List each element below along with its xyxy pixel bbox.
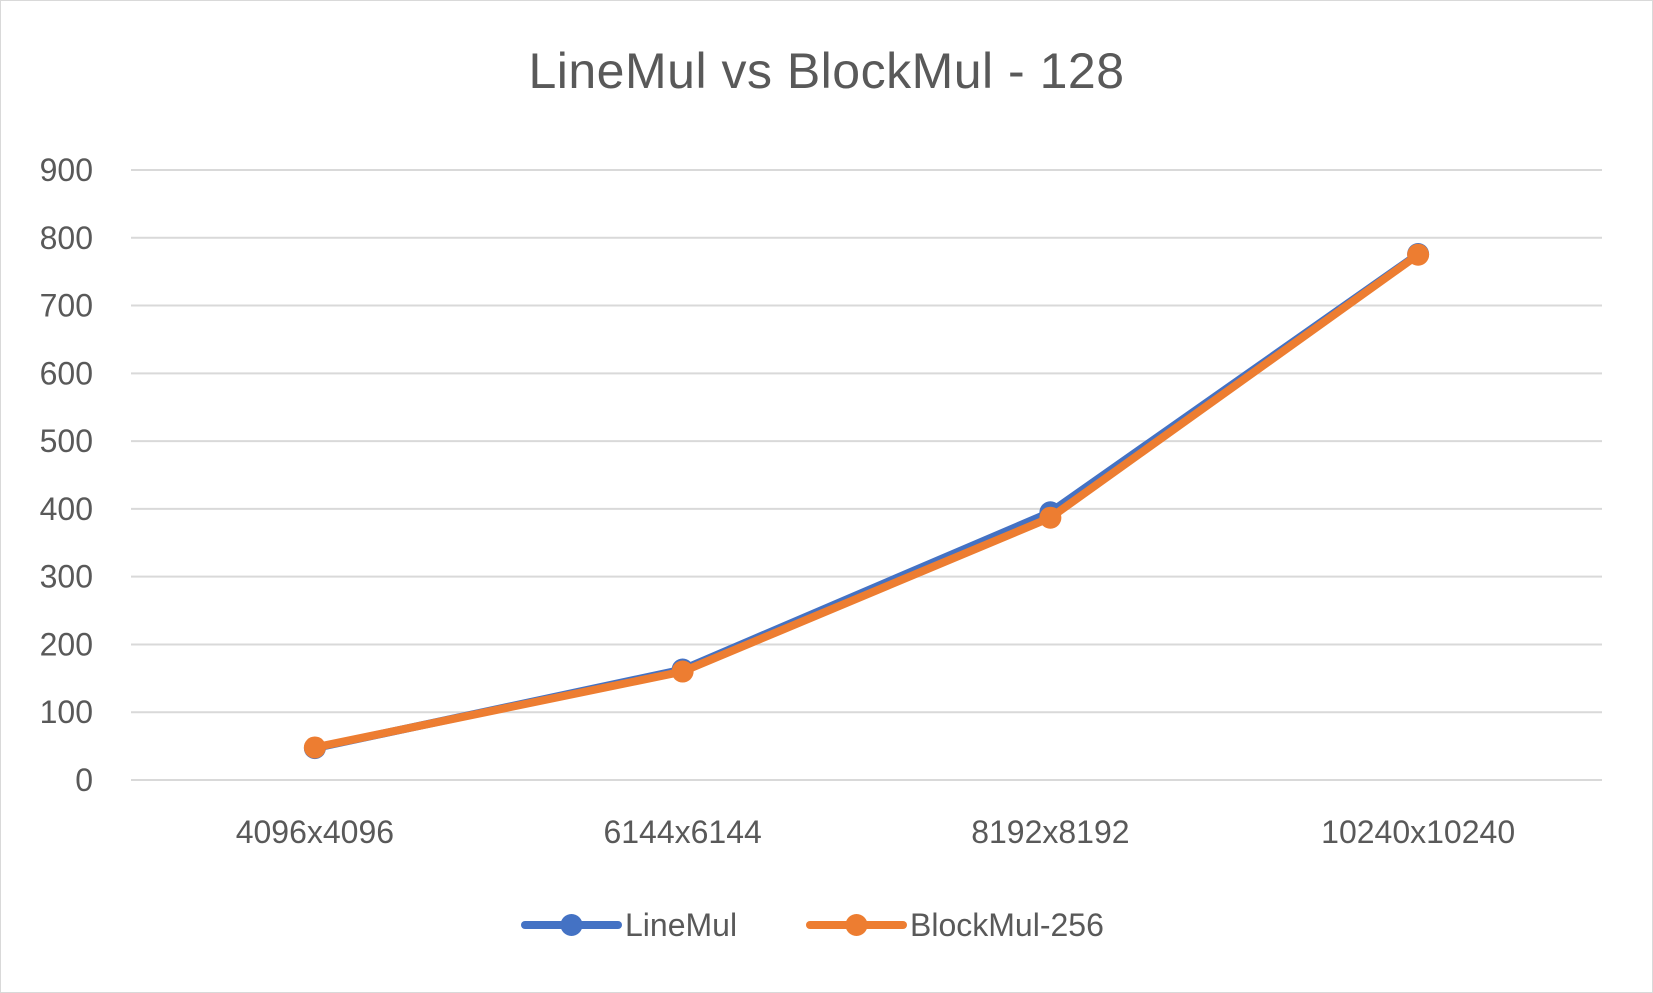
y-tick-label: 800	[40, 220, 93, 256]
legend-label: BlockMul-256	[910, 907, 1104, 943]
legend: LineMul BlockMul-256	[521, 907, 1104, 943]
legend-item: BlockMul-256	[806, 907, 1104, 943]
x-tick-label: 8192x8192	[971, 814, 1129, 850]
y-tick-label: 400	[40, 491, 93, 527]
data-point	[1039, 506, 1062, 529]
series-line	[310, 250, 1423, 752]
series-linemul	[303, 243, 1430, 760]
x-axis-ticks: 4096x4096 6144x6144 8192x8192 10240x10240	[236, 814, 1515, 850]
y-tick-label: 700	[40, 288, 93, 324]
x-tick-label: 4096x4096	[236, 814, 394, 850]
legend-swatch-marker	[560, 914, 583, 936]
series-blockmul-256	[303, 243, 1430, 759]
legend-swatch-marker	[845, 914, 868, 936]
legend-label: LineMul	[625, 907, 737, 943]
y-tick-label: 200	[40, 626, 93, 662]
y-tick-label: 0	[75, 762, 93, 798]
y-tick-label: 100	[40, 694, 93, 730]
x-tick-label: 6144x6144	[603, 814, 761, 850]
chart-title: LineMul vs BlockMul - 128	[528, 43, 1125, 99]
gridlines	[131, 169, 1602, 781]
legend-item: LineMul	[521, 907, 737, 943]
y-tick-label: 900	[40, 152, 93, 188]
y-tick-label: 500	[40, 423, 93, 459]
data-point	[1407, 243, 1430, 266]
data-point	[671, 660, 694, 683]
y-axis-ticks: 0 100 200 300 400 500 600 700 800 900	[40, 152, 93, 798]
x-tick-label: 10240x10240	[1321, 814, 1515, 850]
series-layer	[303, 243, 1430, 760]
series-line	[310, 250, 1423, 753]
y-tick-label: 600	[40, 355, 93, 391]
data-point	[303, 736, 326, 759]
y-tick-label: 300	[40, 559, 93, 595]
